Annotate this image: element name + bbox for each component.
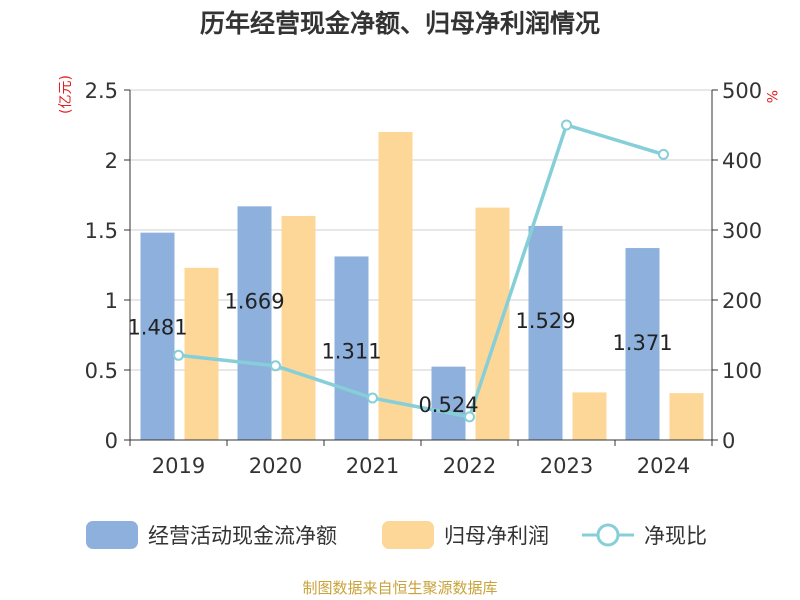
data-label-cashflow: 0.524 — [418, 393, 478, 417]
x-tick-label: 2024 — [637, 454, 690, 478]
legend-label-cashflow: 经营活动现金流净额 — [148, 524, 337, 548]
legend-label-profit: 归母净利润 — [444, 524, 549, 548]
left-tick-label: 1 — [105, 289, 118, 313]
x-tick-label: 2021 — [346, 454, 399, 478]
left-tick-label: 0 — [105, 429, 118, 453]
left-tick-label: 0.5 — [85, 359, 118, 383]
ratio-point — [367, 392, 378, 404]
data-label-cashflow: 1.529 — [515, 309, 575, 333]
grid-lines — [130, 89, 712, 371]
legend-item-cashflow[interactable]: 经营活动现金流净额 — [86, 518, 337, 552]
x-tick-label: 2023 — [540, 454, 593, 478]
left-tick-label: 1.5 — [85, 219, 118, 243]
legend-label-ratio: 净现比 — [644, 524, 707, 548]
bar-cashflow — [334, 256, 369, 440]
right-tick-label: 500 — [722, 79, 762, 103]
right-tick-label: 200 — [722, 289, 762, 313]
ratio-polyline — [178, 122, 665, 419]
x-tick-label: 2020 — [249, 454, 302, 478]
bar-profit — [572, 392, 607, 440]
x-tick-label: 2022 — [443, 454, 496, 478]
data-label-cashflow: 1.481 — [127, 316, 187, 340]
bar-cashflow — [140, 232, 175, 440]
ratio-point — [561, 119, 572, 131]
legend-swatch-profit — [382, 521, 434, 549]
axes: 0 0.5 1 1.5 2 2.5 0 100 200 300 400 500 2019 2020 2021… — [85, 79, 763, 478]
right-tick-label: 300 — [722, 219, 762, 243]
bar-profit — [281, 216, 316, 440]
left-tick-label: 2 — [105, 149, 118, 173]
bar-cashflow — [625, 248, 660, 440]
bar-cashflow — [237, 206, 272, 440]
data-label-cashflow: 1.371 — [612, 331, 672, 355]
left-tick-label: 2.5 — [85, 79, 118, 103]
bar-profit — [378, 132, 413, 440]
bar-profit — [669, 393, 704, 440]
ratio-point — [464, 411, 475, 423]
legend-item-profit[interactable]: 归母净利润 — [382, 518, 549, 552]
x-tick-label: 2019 — [152, 454, 205, 478]
bar-profit — [475, 207, 510, 440]
right-tick-label: 0 — [722, 429, 735, 453]
bar-profit — [184, 267, 219, 440]
legend-swatch-cashflow — [86, 521, 138, 549]
chart-title: 历年经营现金净额、归母净利润情况 — [199, 9, 600, 38]
data-label-cashflow: 1.669 — [224, 289, 284, 313]
right-tick-label: 400 — [722, 149, 762, 173]
right-tick-label: 100 — [722, 359, 762, 383]
source-note: 制图数据来自恒生聚源数据库 — [302, 579, 498, 597]
ratio-point — [270, 360, 281, 372]
ratio-point — [173, 349, 184, 361]
data-label-cashflow: 1.311 — [321, 339, 381, 363]
bar-cashflow — [431, 366, 466, 440]
data-labels: 1.481 1.669 1.311 0.524 1.529 1.371 — [127, 289, 672, 417]
legend-item-ratio[interactable]: 净现比 — [582, 518, 707, 552]
legend-swatch-ratio — [582, 523, 634, 547]
ratio-point — [658, 148, 669, 160]
bars — [140, 132, 704, 440]
bar-cashflow — [528, 225, 563, 440]
ratio-line — [173, 119, 669, 423]
